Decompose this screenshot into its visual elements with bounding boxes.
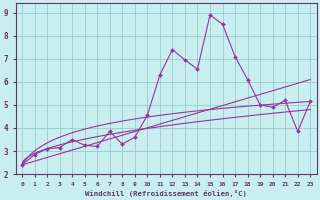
X-axis label: Windchill (Refroidissement éolien,°C): Windchill (Refroidissement éolien,°C) xyxy=(85,190,247,197)
